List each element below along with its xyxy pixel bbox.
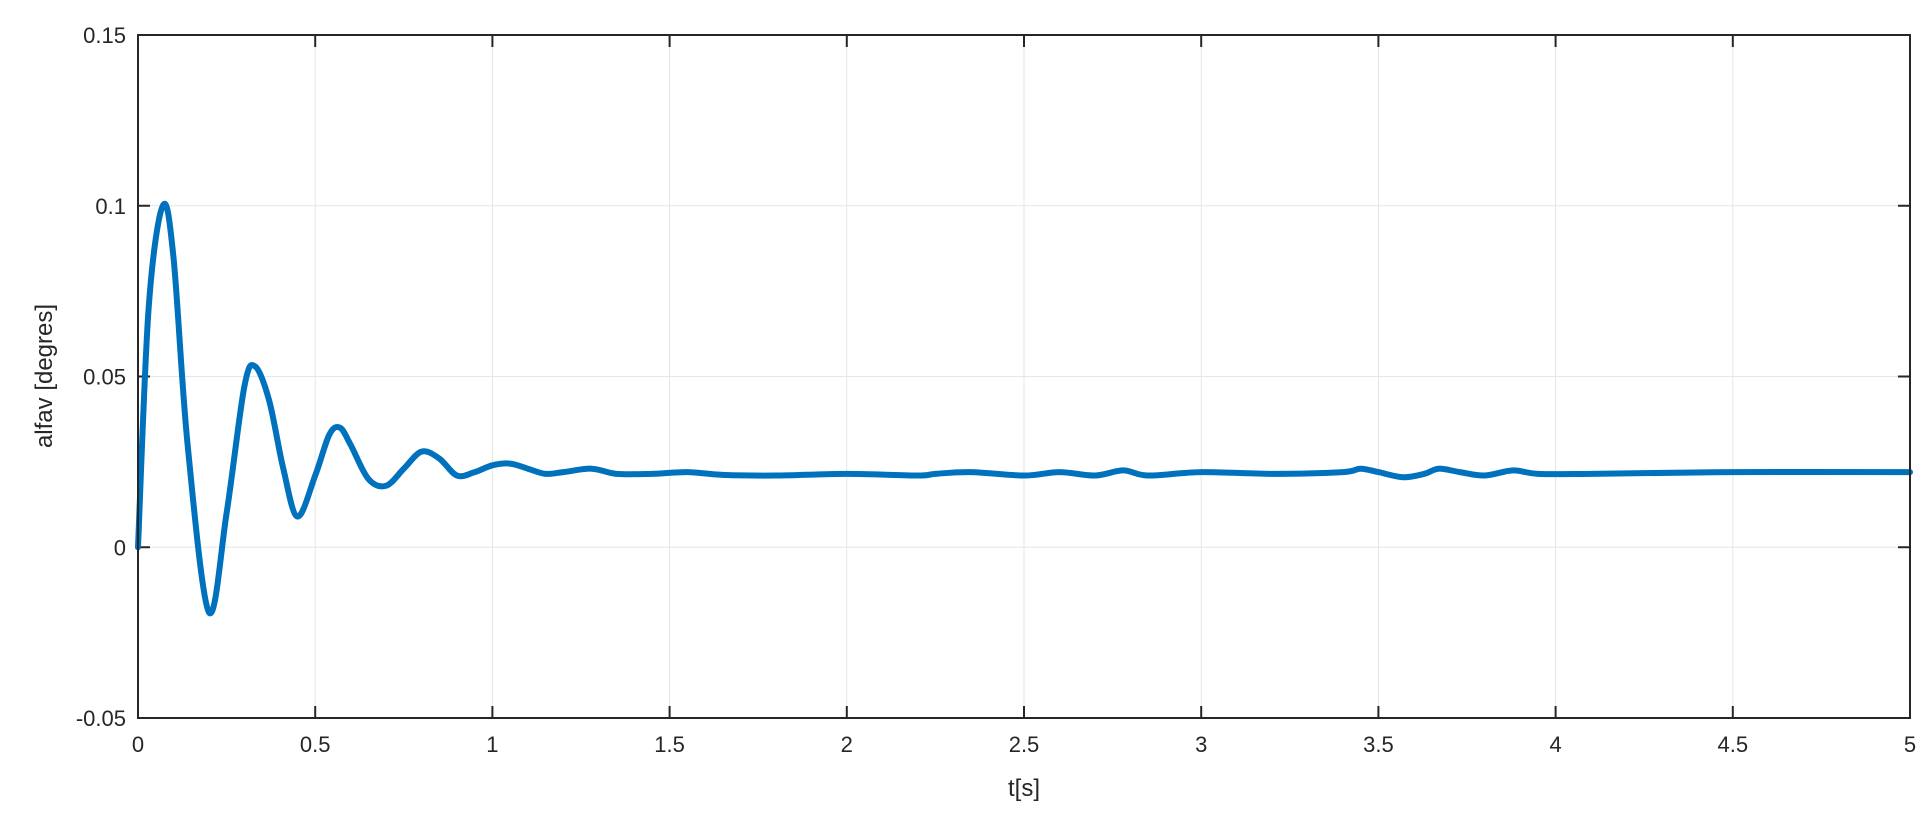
x-tick-label: 1: [486, 732, 498, 757]
x-tick-label: 0: [132, 732, 144, 757]
x-tick-label: 4.5: [1718, 732, 1749, 757]
x-tick-labels: 0 0.5 1 1.5 2 2.5 3 3.5 4 4.5 5: [132, 732, 1916, 757]
y-tick-label: -0.05: [76, 706, 126, 731]
plot-frame: [137, 34, 1911, 719]
y-tick-label: 0.1: [95, 194, 126, 219]
series-line: [135, 200, 1913, 617]
x-tick-label: 2: [841, 732, 853, 757]
y-tick-labels: -0.05 0 0.05 0.1 0.15: [76, 23, 126, 731]
y-tick-label: 0.15: [83, 23, 126, 48]
x-tick-label: 3.5: [1363, 732, 1394, 757]
y-tick-label: 0.05: [83, 365, 126, 390]
x-axis-label: t[s]: [1008, 775, 1040, 802]
x-tick-label: 4: [1549, 732, 1561, 757]
x-tick-label: 5: [1904, 732, 1916, 757]
x-tick-label: 0.5: [300, 732, 331, 757]
x-tick-label: 3: [1195, 732, 1207, 757]
x-tick-label: 2.5: [1009, 732, 1040, 757]
y-axis-label: alfav [degres]: [31, 304, 58, 448]
y-tick-label: 0: [114, 535, 126, 560]
x-tick-label: 1.5: [654, 732, 685, 757]
